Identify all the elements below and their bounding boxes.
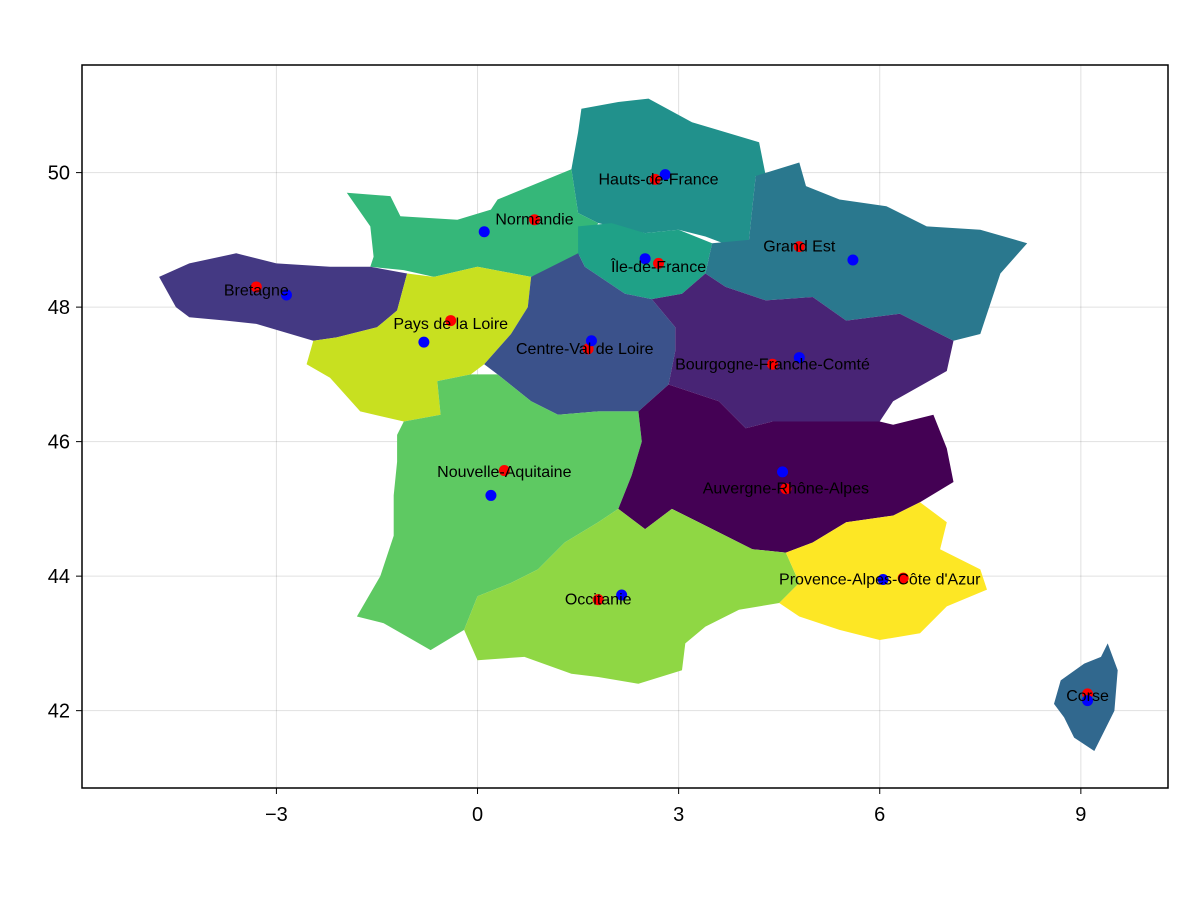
- region-label-pays-de-la-loire: Pays de la Loire: [393, 316, 508, 333]
- region-layer: [159, 98, 1118, 751]
- region-normandie: [346, 169, 599, 277]
- region-label-nouvelle-aquitaine: Nouvelle-Aquitaine: [437, 464, 571, 481]
- region-label-normandie: Normandie: [495, 212, 573, 229]
- blue-point-auvergne-rhone-alpes: [777, 466, 789, 478]
- label-layer: Hauts-de-France Normandie Île-de-France Gra…: [224, 171, 1109, 705]
- region-label-bretagne: Bretagne: [224, 282, 289, 299]
- y-tick-label: 44: [48, 566, 70, 588]
- region-nouvelle-aquitaine: [356, 374, 642, 651]
- region-label-grand-est: Grand Est: [763, 239, 836, 256]
- x-tick-label: 3: [673, 804, 684, 826]
- region-label-centre-val-de-loire: Centre-Val de Loire: [516, 341, 654, 358]
- plot-frame: [81, 64, 1169, 789]
- region-provence-alpes-cote-d-azur: [779, 502, 987, 640]
- region-bourgogne-franche-comte: [651, 273, 954, 429]
- red-point-auvergne-rhone-alpes: [780, 483, 792, 495]
- y-tick-label: 50: [48, 163, 70, 185]
- marker-layer: [250, 169, 1094, 707]
- red-point-bourgogne-franche-comte: [766, 358, 778, 370]
- x-tick-label: 6: [874, 804, 885, 826]
- blue-point-bourgogne-franche-comte: [793, 352, 805, 364]
- region-label-ile-de-france: Île-de-France: [610, 257, 706, 276]
- red-point-normandie: [529, 214, 540, 226]
- x-tick-label: −3: [265, 804, 288, 826]
- region-occitanie: [464, 508, 800, 684]
- region-label-provence-alpes-cote-d-azur: Provence-Alpes-Côte d'Azur: [779, 572, 981, 589]
- x-tick-label: 0: [472, 804, 483, 826]
- blue-point-grand-est: [847, 254, 859, 266]
- region-label-hauts-de-france: Hauts-de-France: [598, 171, 718, 188]
- region-label-bourgogne-franche-comte: Bourgogne-Franche-Comté: [675, 356, 870, 373]
- blue-point-hauts-de-france: [659, 169, 671, 181]
- region-label-corse: Corse: [1066, 688, 1109, 705]
- region-label-auvergne-rhone-alpes: Auvergne-Rhône-Alpes: [703, 481, 869, 498]
- red-point-bretagne: [250, 281, 262, 293]
- region-centre-val-de-loire: [484, 253, 676, 415]
- red-point-hauts-de-france: [649, 173, 661, 185]
- red-point-nouvelle-aquitaine: [498, 465, 510, 477]
- blue-point-provence-alpes-cote-d-azur: [877, 574, 889, 586]
- y-tick-label: 46: [48, 432, 70, 454]
- red-point-grand-est: [793, 241, 805, 253]
- red-point-pays-de-la-loire: [445, 315, 457, 327]
- region-grand-est: [705, 162, 1028, 341]
- blue-point-normandie: [478, 226, 490, 238]
- red-point-ile-de-france: [653, 257, 665, 269]
- blue-point-pays-de-la-loire: [418, 336, 430, 348]
- axis-layer: −3 0 3 6 9 42 44 46 48 50: [48, 163, 1087, 826]
- blue-point-occitanie: [616, 589, 628, 601]
- red-point-occitanie: [592, 594, 604, 606]
- red-point-provence-alpes-cote-d-azur: [897, 572, 909, 584]
- y-tick-label: 48: [48, 297, 70, 319]
- region-label-occitanie: Occitanie: [565, 592, 632, 609]
- blue-point-ile-de-france: [639, 253, 651, 265]
- blue-point-centre-val-de-loire: [585, 335, 597, 347]
- blue-point-nouvelle-aquitaine: [485, 489, 497, 501]
- blue-point-corse: [1082, 695, 1094, 707]
- blue-point-bretagne: [280, 289, 292, 301]
- y-tick-label: 42: [48, 701, 70, 723]
- x-tick-label: 9: [1075, 804, 1086, 826]
